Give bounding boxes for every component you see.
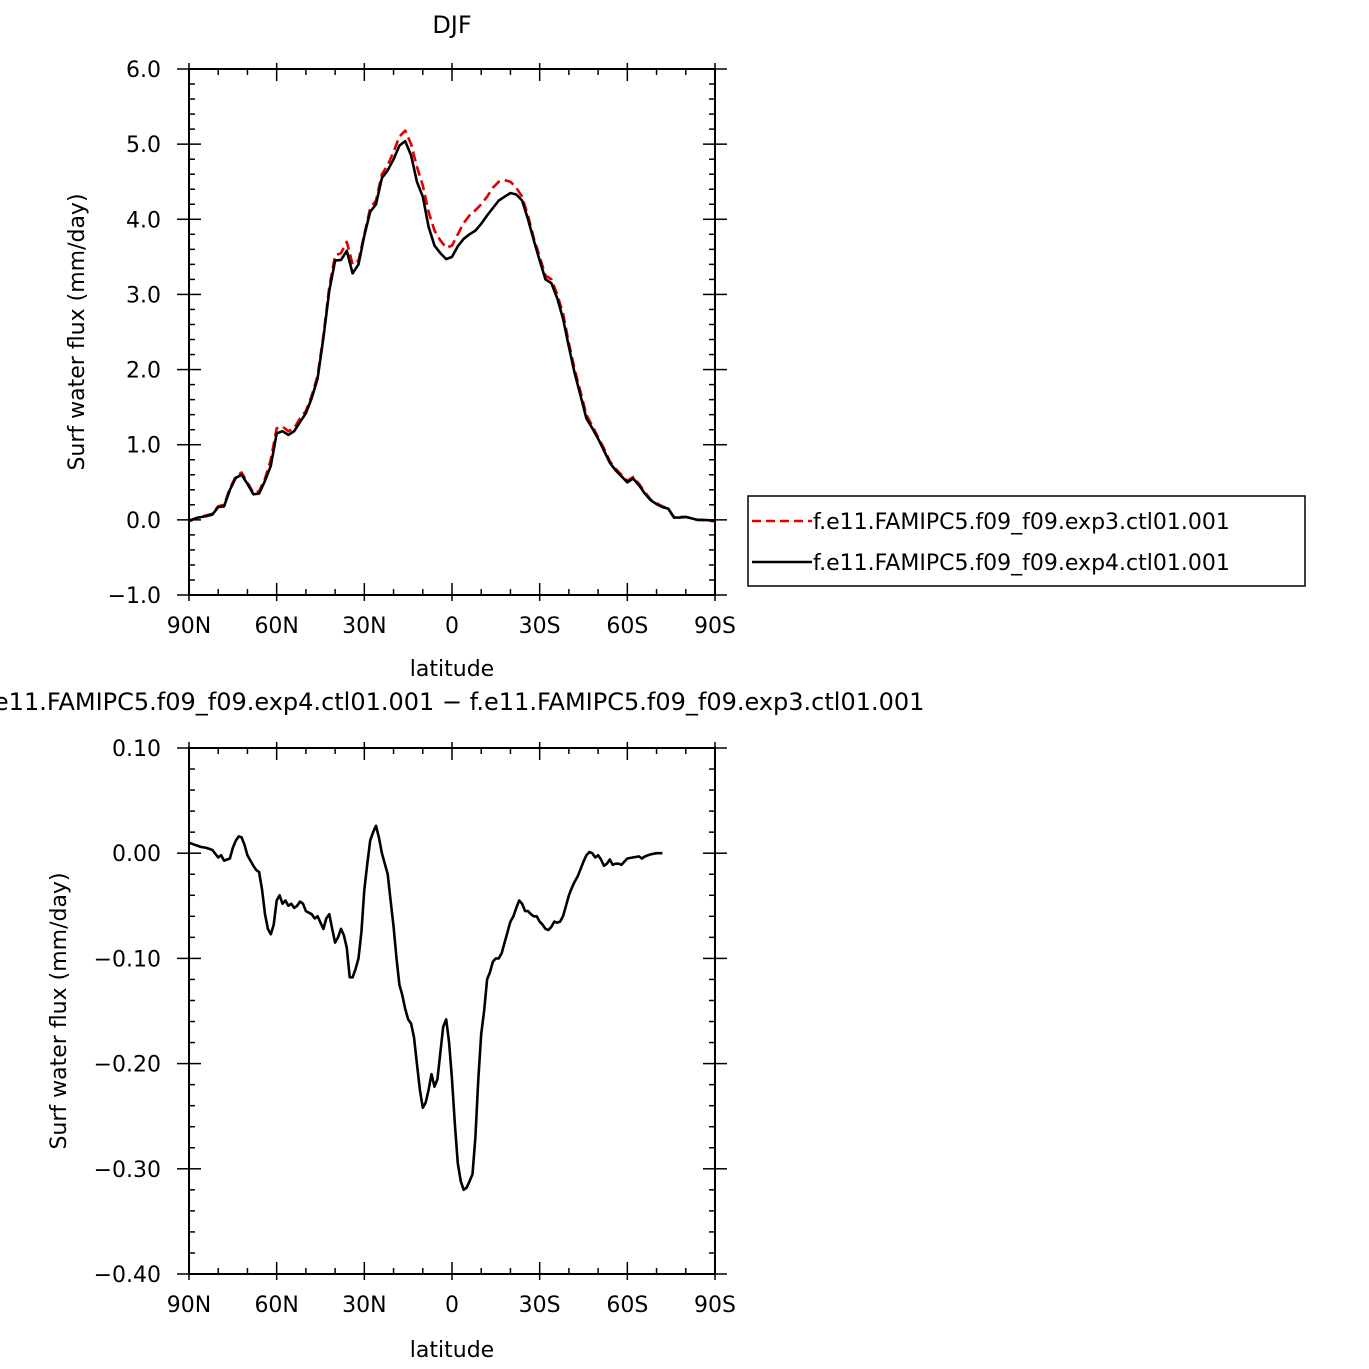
bottom-x-tick-label: 60S [606,1293,648,1318]
top-y-tick-label: 2.0 [126,359,161,384]
top-y-tick-label: 6.0 [126,58,161,83]
top-y-tick-label: 1.0 [126,434,161,459]
bottom-y-axis-label: Surf water flux (mm/day) [47,872,72,1149]
bottom-y-tick-label: −0.10 [94,947,161,972]
top-x-tick-label: 90N [167,614,211,639]
top-y-axis-label: Surf water flux (mm/day) [65,193,90,470]
top-x-tick-label: 90S [694,614,736,639]
bottom-series-group [188,824,663,1192]
top-y-tick-label: 4.0 [126,208,161,233]
top-y-tick-label: 5.0 [126,133,161,158]
top-series-group [188,129,716,523]
bottom-x-tick-label: 90N [167,1293,211,1318]
top-series-line-0 [188,129,716,523]
top-x-axis-label: latitude [410,657,494,682]
legend-label-exp4: f.e11.FAMIPC5.f09_f09.exp4.ctl01.001 [813,551,1230,576]
bottom-y-tick-label: −0.30 [94,1158,161,1183]
bottom-x-tick-label: 30N [342,1293,386,1318]
top-panel: DJF 90N 60N 30N 0 30S 60S 90S −1.0 0.0 1.0 2.0 3.0 4… [65,11,736,682]
bottom-y-tick-label: −0.40 [94,1263,161,1288]
top-x-tick-label: 0 [445,614,459,639]
bottom-plot-frame [188,747,716,1275]
bottom-x-tick-label: 60N [254,1293,298,1318]
top-axis-ticks: 90N 60N 30N 0 30S 60S 90S −1.0 0.0 1.0 2.0 3.0 4.0 5.… [108,58,736,639]
bottom-x-tick-label: 30S [519,1293,561,1318]
top-x-tick-label: 30N [342,614,386,639]
top-y-tick-label: −1.0 [108,584,161,609]
top-series-line-1 [188,139,716,522]
legend-label-exp3: f.e11.FAMIPC5.f09_f09.exp3.ctl01.001 [813,510,1230,535]
top-y-tick-label: 0.0 [126,509,161,534]
bottom-x-axis-label: latitude [410,1338,494,1363]
bottom-series-line-0 [188,824,663,1192]
bottom-y-tick-label: 0.00 [112,842,161,867]
bottom-chart-title: f.e11.FAMIPC5.f09_f09.exp4.ctl01.001 − f… [0,688,924,716]
bottom-y-tick-label: −0.20 [94,1053,161,1078]
top-plot-frame [188,68,716,596]
legend-box [747,495,1306,587]
legend: f.e11.FAMIPC5.f09_f09.exp3.ctl01.001 f.e… [747,495,1306,587]
top-x-tick-label: 60S [606,614,648,639]
bottom-panel: f.e11.FAMIPC5.f09_f09.exp4.ctl01.001 − f… [0,688,924,1363]
bottom-x-tick-label: 0 [445,1293,459,1318]
bottom-x-tick-label: 90S [694,1293,736,1318]
top-x-tick-label: 60N [254,614,298,639]
top-y-tick-label: 3.0 [126,283,161,308]
bottom-y-tick-label: 0.10 [112,737,161,762]
bottom-axis-ticks: 90N 60N 30N 0 30S 60S 90S −0.40 −0.30 −0.20 −0.10 0… [94,737,736,1318]
top-x-tick-label: 30S [519,614,561,639]
top-chart-title: DJF [432,11,471,39]
